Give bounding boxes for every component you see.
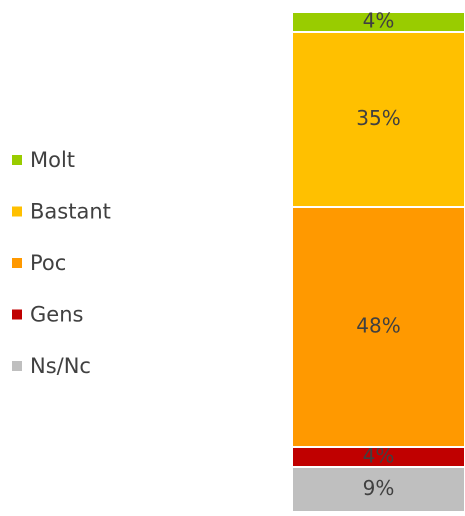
legend-swatch (12, 258, 22, 268)
legend-label: Bastant (30, 200, 111, 224)
legend-label: Ns/Nc (30, 354, 91, 378)
legend-swatch (12, 155, 22, 165)
legend-label: Gens (30, 303, 83, 327)
legend-swatch (12, 361, 22, 371)
data-label: 4% (363, 9, 395, 33)
legend-label: Molt (30, 148, 75, 172)
legend-swatch (12, 309, 22, 320)
data-label: 9% (363, 476, 395, 500)
bar-segment (291, 11, 465, 33)
legend-label: Poc (30, 251, 66, 275)
bar-segment (291, 466, 465, 513)
bar-segment (291, 31, 465, 208)
data-label: 35% (356, 106, 400, 130)
bar-segment (291, 206, 465, 448)
legend-swatch (12, 206, 22, 217)
data-label: 48% (356, 314, 400, 338)
